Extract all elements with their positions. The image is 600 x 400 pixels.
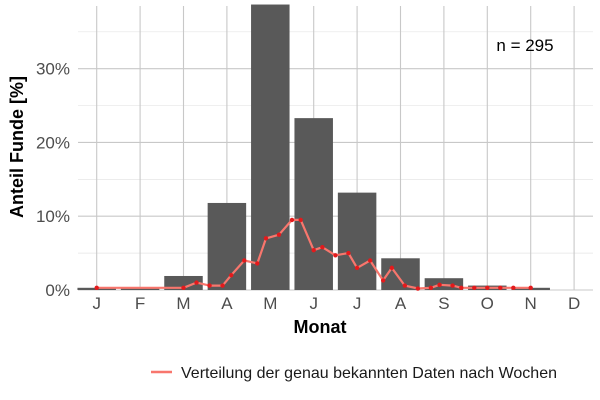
series-point bbox=[289, 217, 295, 223]
series-point bbox=[380, 278, 386, 283]
x-tick-label: F bbox=[135, 294, 145, 313]
x-tick-label: O bbox=[481, 294, 494, 313]
y-tick-label: 10% bbox=[36, 207, 70, 226]
series-point bbox=[346, 250, 351, 256]
legend: Verteilung der genau bekannten Daten nac… bbox=[151, 365, 557, 382]
x-tick-label: M bbox=[176, 294, 190, 313]
bar-J bbox=[294, 118, 333, 291]
series-point bbox=[498, 285, 503, 290]
bar-M bbox=[251, 4, 290, 290]
bar-A bbox=[207, 202, 247, 290]
series-point bbox=[263, 236, 269, 241]
sample-size-annotation: n = 295 bbox=[496, 36, 553, 55]
series-point bbox=[229, 273, 234, 278]
legend-label: Verteilung der genau bekannten Daten nac… bbox=[181, 365, 557, 382]
series-point bbox=[472, 285, 477, 290]
bar-M bbox=[164, 275, 203, 290]
series-point bbox=[207, 283, 212, 288]
series-point bbox=[220, 283, 225, 288]
series-point bbox=[194, 280, 199, 285]
series-point bbox=[485, 285, 490, 290]
x-tick-label: J bbox=[353, 294, 362, 313]
bar-J bbox=[337, 192, 377, 290]
x-tick-label: M bbox=[263, 294, 277, 313]
x-tick-label: N bbox=[525, 294, 537, 313]
weekly-line-series bbox=[94, 217, 533, 291]
series-point bbox=[511, 285, 516, 290]
x-tick-label: S bbox=[438, 294, 449, 313]
series-point bbox=[181, 285, 186, 290]
series-point bbox=[242, 258, 247, 263]
series-point bbox=[389, 265, 395, 271]
series-point bbox=[402, 283, 408, 288]
y-tick-label: 0% bbox=[45, 281, 70, 300]
series-point bbox=[450, 283, 455, 288]
series-point bbox=[459, 285, 464, 290]
x-tick-label: D bbox=[568, 294, 580, 313]
series-point bbox=[255, 261, 260, 266]
y-tick-label: 20% bbox=[36, 133, 70, 152]
x-tick-label: J bbox=[309, 294, 318, 313]
series-point bbox=[367, 258, 373, 263]
y-axis-title: Anteil Funde [%] bbox=[7, 76, 27, 218]
series-point bbox=[298, 217, 303, 223]
series-point bbox=[94, 285, 99, 290]
series-point bbox=[415, 286, 421, 291]
x-axis-title: Monat bbox=[294, 317, 347, 337]
series-point bbox=[320, 245, 325, 250]
series-point bbox=[428, 285, 434, 290]
series-point bbox=[333, 253, 338, 258]
x-tick-label: J bbox=[92, 294, 101, 313]
series-point bbox=[528, 285, 533, 290]
series-point bbox=[311, 247, 316, 253]
axis-ticks: 0% 10% 20% 30% J F M A M J J A S O N D bbox=[36, 60, 580, 313]
y-tick-label: 30% bbox=[36, 60, 70, 79]
series-point bbox=[437, 282, 442, 288]
series-point bbox=[276, 232, 282, 237]
x-tick-label: A bbox=[221, 294, 233, 313]
series-point bbox=[354, 265, 360, 271]
x-tick-label: A bbox=[395, 294, 407, 313]
